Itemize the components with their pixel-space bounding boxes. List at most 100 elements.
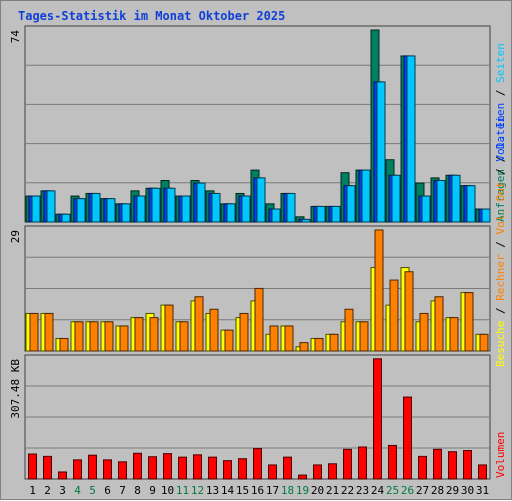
bar-rechner-day-16 xyxy=(254,287,264,352)
day-label-22: 22 xyxy=(341,484,354,497)
bar-seiten-day-20 xyxy=(316,205,326,223)
bar-seiten-day-21 xyxy=(331,205,341,223)
legend-panel-3: Volumen xyxy=(494,432,507,478)
bar-seiten-day-11 xyxy=(181,195,191,223)
day-label-4: 4 xyxy=(74,484,81,497)
day-label-2: 2 xyxy=(44,484,51,497)
bar-volumen-day-6 xyxy=(103,459,112,480)
day-label-24: 24 xyxy=(371,484,385,497)
day-label-29: 29 xyxy=(446,484,459,497)
legend-vol-in: Vol. In xyxy=(494,115,507,161)
day-label-23: 23 xyxy=(356,484,369,497)
bar-seiten-day-28 xyxy=(436,179,446,223)
bar-rechner-day-15 xyxy=(239,312,249,352)
bar-volumen-day-17 xyxy=(268,464,277,480)
bar-seiten-day-3 xyxy=(61,213,71,223)
bar-rechner-day-12 xyxy=(194,296,204,352)
bar-seiten-day-6 xyxy=(106,198,116,223)
bar-rechner-day-19 xyxy=(299,342,309,352)
panel-3-max-label: 307.48 KB xyxy=(9,359,22,419)
day-label-18: 18 xyxy=(281,484,294,497)
bar-seiten-day-22 xyxy=(346,185,356,223)
bar-seiten-day-9 xyxy=(151,187,161,223)
bar-rechner-day-17 xyxy=(269,325,279,352)
panel-1-max-label: 74 xyxy=(9,30,22,44)
bar-seiten-day-16 xyxy=(256,177,266,223)
bar-volumen-day-29 xyxy=(448,451,457,480)
day-label-10: 10 xyxy=(161,484,174,497)
bar-volumen-day-20 xyxy=(313,464,322,480)
day-label-20: 20 xyxy=(311,484,324,497)
bar-volumen-day-9 xyxy=(148,456,157,480)
day-label-5: 5 xyxy=(89,484,96,497)
day-label-17: 17 xyxy=(266,484,279,497)
bar-rechner-day-8 xyxy=(134,317,144,352)
chart-title: Tages-Statistik im Monat Oktober 2025 xyxy=(18,9,286,23)
bar-volumen-day-12 xyxy=(193,454,202,480)
day-label-8: 8 xyxy=(134,484,141,497)
bar-volumen-day-1 xyxy=(28,453,37,480)
day-label-11: 11 xyxy=(176,484,189,497)
day-label-31: 31 xyxy=(476,484,489,497)
bar-seiten-day-17 xyxy=(271,208,281,223)
legend-rechner: Rechner xyxy=(494,254,507,301)
day-label-19: 19 xyxy=(296,484,309,497)
bar-volumen-day-5 xyxy=(88,454,97,480)
bar-rechner-day-3 xyxy=(59,337,69,352)
bar-volumen-day-16 xyxy=(253,448,262,480)
bar-rechner-day-29 xyxy=(449,317,459,352)
legend-dateien: Dateien xyxy=(494,103,507,149)
bar-volumen-day-3 xyxy=(58,471,67,480)
bar-volumen-day-10 xyxy=(163,453,172,480)
bar-volumen-day-15 xyxy=(238,458,247,480)
bar-rechner-day-1 xyxy=(29,312,39,352)
day-label-6: 6 xyxy=(104,484,111,497)
bar-seiten-day-26 xyxy=(406,55,416,223)
bar-seiten-day-31 xyxy=(481,208,491,223)
day-label-14: 14 xyxy=(221,484,235,497)
bar-seiten-day-23 xyxy=(361,169,371,223)
bar-rechner-day-13 xyxy=(209,308,219,352)
legend-seiten: Seiten xyxy=(494,43,507,83)
legend-separator: / xyxy=(494,301,507,321)
bar-volumen-day-22 xyxy=(343,448,352,480)
legend-panel-2: Besuche / Rechner / Vol. Out / Vol. In xyxy=(494,115,507,367)
bar-seiten-day-18 xyxy=(286,192,296,223)
bar-seiten-day-4 xyxy=(76,198,86,223)
bar-volumen-day-30 xyxy=(463,450,472,480)
bar-seiten-day-30 xyxy=(466,185,476,223)
bar-seiten-day-7 xyxy=(121,203,131,223)
legend-separator: / xyxy=(494,235,507,255)
bar-volumen-day-26 xyxy=(403,396,412,480)
panel-2-max-label: 29 xyxy=(9,230,22,243)
bar-volumen-day-27 xyxy=(418,455,427,480)
legend-anfragen: Anfragen xyxy=(494,169,507,222)
day-label-27: 27 xyxy=(416,484,429,497)
day-label-12: 12 xyxy=(191,484,204,497)
bar-seiten-day-14 xyxy=(226,203,236,223)
bar-rechner-day-4 xyxy=(74,321,84,352)
bar-seiten-day-1 xyxy=(31,195,41,223)
bar-rechner-day-11 xyxy=(179,321,189,352)
bar-seiten-day-5 xyxy=(91,192,101,223)
bar-seiten-day-15 xyxy=(241,195,251,223)
bar-rechner-day-10 xyxy=(164,304,174,352)
day-label-7: 7 xyxy=(119,484,126,497)
bar-seiten-day-19 xyxy=(301,218,311,223)
bar-seiten-day-10 xyxy=(166,187,176,223)
day-label-15: 15 xyxy=(236,484,249,497)
legend-volumen: Volumen xyxy=(494,432,507,478)
bar-volumen-day-4 xyxy=(73,459,82,480)
bar-seiten-day-29 xyxy=(451,174,461,223)
day-label-30: 30 xyxy=(461,484,474,497)
bar-volumen-day-31 xyxy=(478,464,487,480)
legend-separator: / xyxy=(494,149,507,169)
bar-volumen-day-18 xyxy=(283,456,292,480)
bar-rechner-day-28 xyxy=(434,296,444,352)
bar-seiten-day-12 xyxy=(196,182,206,223)
day-label-13: 13 xyxy=(206,484,219,497)
bar-rechner-day-7 xyxy=(119,325,129,352)
bar-seiten-day-24 xyxy=(376,81,386,223)
day-label-3: 3 xyxy=(59,484,66,497)
